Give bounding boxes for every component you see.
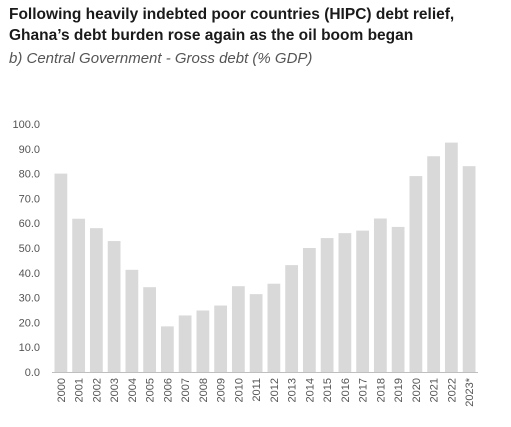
x-tick-label: 2006: [162, 378, 174, 402]
x-tick-label: 2011: [251, 378, 263, 402]
x-tick-label: 2005: [145, 378, 157, 402]
x-tick-label: 2013: [287, 378, 299, 402]
y-axis: 0.0 10.0 20.0 30.0 40.0 50.0 60.0 70.0 80.0 90.0 1…: [12, 119, 40, 379]
x-tick-label: 2004: [127, 378, 139, 402]
bar-2002: [89, 228, 103, 372]
bar-2014: [302, 248, 316, 372]
x-tick-label: 2023*: [464, 377, 476, 406]
y-tick-label: 100.0: [12, 119, 40, 131]
bars: [54, 142, 476, 372]
bar-2013: [285, 265, 299, 372]
bar-2007: [178, 315, 192, 372]
bar-2006: [160, 326, 174, 372]
bar-2010: [231, 286, 245, 372]
x-tick-label: 2002: [91, 378, 103, 402]
bar-2016: [338, 233, 352, 372]
bar-2009: [214, 305, 228, 372]
x-tick-label: 2014: [304, 378, 316, 402]
x-axis: 2000 2001 2002 2003 2004 2005 2006 2007 2008 2009…: [52, 372, 478, 407]
y-tick-label: 0.0: [25, 367, 40, 379]
y-tick-label: 60.0: [19, 218, 40, 230]
x-tick-label: 2021: [429, 378, 441, 402]
bar-2015: [320, 238, 334, 372]
x-tick-label: 2022: [446, 378, 458, 402]
x-tick-label: 2017: [358, 378, 370, 402]
bar-2008: [196, 310, 210, 372]
x-tick-label: 2019: [393, 378, 405, 402]
bar-2018: [373, 218, 387, 372]
chart-title: Following heavily indebted poor countrie…: [9, 6, 455, 44]
y-tick-label: 80.0: [19, 169, 40, 181]
x-tick-label: 2007: [180, 378, 192, 402]
y-tick-label: 70.0: [19, 193, 40, 205]
chart-subtitle: b) Central Government - Gross debt (% GD…: [9, 50, 313, 67]
bar-2000: [54, 173, 68, 372]
bar-2023*: [462, 166, 476, 372]
bar-2001: [72, 218, 86, 372]
x-tick-label: 2003: [109, 378, 121, 402]
y-tick-label: 20.0: [19, 317, 40, 329]
y-tick-label: 40.0: [19, 268, 40, 280]
x-tick-label: 2010: [233, 378, 245, 402]
bar-2003: [107, 241, 121, 372]
x-tick-label: 2009: [216, 378, 228, 402]
y-tick-label: 30.0: [19, 293, 40, 305]
bar-2020: [409, 176, 423, 372]
bar-2005: [143, 287, 157, 372]
bar-2022: [444, 142, 458, 372]
x-tick-label: 2008: [198, 378, 210, 402]
x-tick-label: 2020: [411, 378, 423, 402]
bar-2017: [356, 230, 370, 372]
x-tick-label: 2001: [74, 378, 86, 402]
bar-2004: [125, 269, 139, 372]
bar-2021: [427, 156, 441, 372]
x-tick-label: 2012: [269, 378, 281, 402]
bar-2011: [249, 294, 263, 372]
x-tick-label: 2018: [375, 378, 387, 402]
bar-2019: [391, 226, 405, 372]
y-tick-label: 50.0: [19, 243, 40, 255]
y-tick-label: 10.0: [19, 342, 40, 354]
y-tick-label: 90.0: [19, 144, 40, 156]
x-tick-label: 2015: [322, 378, 334, 402]
bar-2012: [267, 283, 281, 372]
x-tick-label: 2016: [340, 378, 352, 402]
x-tick-label: 2000: [56, 378, 68, 402]
